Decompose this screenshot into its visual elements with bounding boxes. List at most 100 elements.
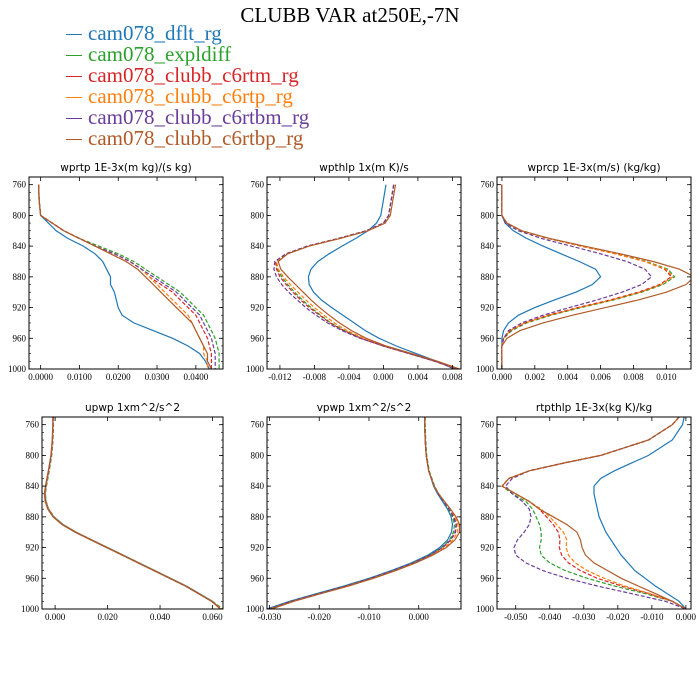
panel-title: wprcp 1E-3x(m/s) (kg/kg) (527, 162, 660, 174)
x-tick-label: -0.012 (268, 372, 291, 382)
y-tick-label: 920 (481, 303, 495, 313)
legend-swatch (66, 138, 82, 140)
series-line-3 (501, 184, 673, 369)
series-line-2 (38, 184, 220, 369)
panel-title: rtpthlp 1E-3x(kg K)/kg (536, 402, 652, 414)
y-tick-label: 960 (251, 333, 265, 343)
x-tick-label: -0.050 (504, 612, 528, 622)
x-tick-label: -0.004 (337, 372, 361, 382)
legend-label: cam078_clubb_c6rtbp_rg (88, 126, 304, 150)
y-tick-label: 760 (26, 420, 40, 430)
y-tick-label: 880 (481, 512, 495, 522)
legend-label: cam078_clubb_c6rtbm_rg (88, 105, 310, 129)
panel-title: wpthlp 1x(m K)/s (319, 162, 409, 174)
legend-label: cam078_clubb_c6rtm_rg (88, 63, 299, 87)
y-tick-label: 800 (251, 450, 265, 460)
legend-item: cam078_expldiff (66, 44, 309, 65)
y-tick-label: 960 (481, 333, 495, 343)
series-line-5 (504, 417, 687, 609)
y-tick-label: 880 (251, 272, 265, 282)
y-tick-label: 920 (13, 303, 27, 313)
series-line-5 (43, 417, 222, 609)
x-tick-label: -0.040 (538, 612, 562, 622)
x-tick-label: 0.002 (525, 372, 545, 382)
legend-label: cam078_dflt_rg (88, 21, 222, 45)
x-tick-label: 0.008 (623, 372, 644, 382)
series-line-4 (44, 417, 223, 609)
legend-swatch (66, 96, 82, 98)
panel-2: wpthlp 1x(m K)/s7608008408809209601000-0… (246, 162, 463, 382)
series-line-4 (38, 184, 209, 369)
y-tick-label: 840 (26, 481, 40, 491)
y-tick-label: 840 (251, 241, 265, 251)
y-tick-label: 1000 (476, 364, 495, 374)
series-line-1 (44, 417, 221, 609)
legend-label: cam078_clubb_c6rtp_rg (88, 84, 293, 108)
legend-item: cam078_clubb_c6rtbm_rg (66, 107, 309, 128)
x-tick-label: 0.008 (442, 372, 463, 382)
y-tick-label: 880 (481, 272, 495, 282)
y-tick-label: 840 (13, 241, 27, 251)
legend-item: cam078_dflt_rg (66, 23, 309, 44)
y-tick-label: 1000 (246, 604, 265, 614)
y-tick-label: 760 (481, 180, 495, 190)
y-tick-label: 920 (481, 543, 495, 553)
x-tick-label: 0.0400 (183, 372, 208, 382)
plot-frame (496, 416, 692, 610)
legend-item: cam078_clubb_c6rtbp_rg (66, 128, 309, 149)
x-tick-label: 0.004 (558, 372, 579, 382)
y-tick-label: 920 (251, 303, 265, 313)
x-tick-label: 0.0100 (67, 372, 92, 382)
y-tick-label: 880 (251, 512, 265, 522)
legend: cam078_dflt_rg cam078_expldiff cam078_cl… (66, 23, 309, 149)
x-tick-label: 0.000 (676, 612, 697, 622)
series-line-3 (274, 184, 457, 369)
y-tick-label: 760 (481, 420, 495, 430)
x-tick-label: 0.004 (408, 372, 429, 382)
plot-frame (496, 176, 692, 370)
y-tick-label: 960 (26, 573, 40, 583)
legend-item: cam078_clubb_c6rtp_rg (66, 86, 309, 107)
panel-1: wprtp 1E-3x(m kg)/(s kg) 760 800 840 880 920 9… (8, 162, 224, 382)
series-line-4 (275, 184, 457, 369)
y-tick-label: 800 (481, 210, 495, 220)
series-line-6 (38, 184, 212, 369)
x-tick-label: -0.030 (572, 612, 596, 622)
y-tick-label: 960 (251, 573, 265, 583)
x-tick-label: 0.060 (202, 612, 223, 622)
y-tick-label: 840 (481, 241, 495, 251)
legend-swatch (66, 54, 82, 56)
y-tick-label: 800 (481, 450, 495, 460)
plot-frame (28, 176, 224, 370)
legend-swatch (66, 117, 82, 119)
y-tick-label: 840 (251, 481, 265, 491)
y-tick-label: 760 (251, 180, 265, 190)
panel-3: wprcp 1E-3x(m/s) (kg/kg) 760 800 840 880 920 9… (476, 162, 692, 382)
series-line-4 (501, 184, 674, 369)
x-tick-label: 0.0200 (106, 372, 131, 382)
x-tick-label: 0.000 (45, 612, 66, 622)
series-line-2 (501, 184, 676, 369)
y-tick-label: 920 (26, 543, 40, 553)
legend-swatch (66, 33, 82, 35)
plot-frame (41, 416, 224, 610)
x-tick-label: 0.020 (97, 612, 118, 622)
x-tick-label: -0.010 (357, 612, 381, 622)
series-line-5 (273, 184, 457, 369)
series-line-2 (44, 417, 223, 609)
y-tick-label: 760 (13, 180, 27, 190)
x-tick-label: 0.000 (373, 372, 394, 382)
series-line-5 (501, 184, 653, 369)
panel-title: wprtp 1E-3x(m kg)/(s kg) (60, 162, 191, 174)
y-tick-label: 800 (13, 210, 27, 220)
x-tick-label: -0.008 (303, 372, 327, 382)
series-line-3 (44, 417, 223, 609)
y-tick-label: 840 (481, 481, 495, 491)
y-tick-label: 880 (13, 272, 27, 282)
y-tick-label: 1000 (21, 604, 40, 614)
series-line-6 (271, 417, 461, 609)
x-tick-label: -0.010 (640, 612, 664, 622)
figure-title: CLUBB VAR at250E,-7N (240, 3, 460, 27)
series-line-1 (593, 417, 687, 609)
